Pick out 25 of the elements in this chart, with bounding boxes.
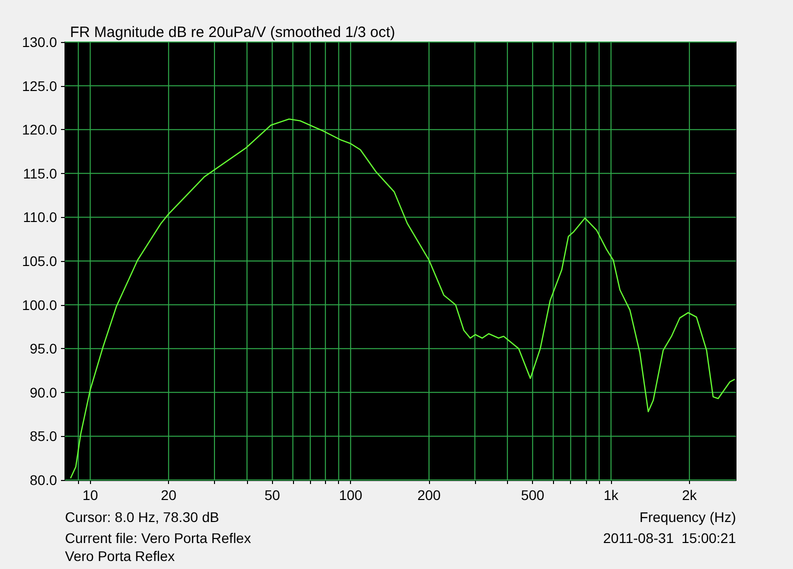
x-tick-label: 1k <box>604 487 620 503</box>
y-tick-label: 105.0 <box>22 253 58 269</box>
y-tick-label: 100.0 <box>22 296 58 313</box>
y-tick-label: 125.0 <box>22 78 58 94</box>
y-tick-label: 85.0 <box>30 428 58 444</box>
chart-title: FR Magnitude dB re 20uPa/V (smoothed 1/3 oct) <box>70 24 396 41</box>
x-tick-label: 10 <box>82 487 98 503</box>
y-tick-label: 80.0 <box>30 472 58 488</box>
x-tick-label: 2k <box>682 487 698 503</box>
x-tick-label: 200 <box>417 487 441 503</box>
y-tick-label: 110.0 <box>23 209 58 226</box>
y-tick-label: 115.0 <box>23 165 58 182</box>
y-tick-label: 90.0 <box>30 384 58 400</box>
x-tick-label: 500 <box>520 487 545 503</box>
y-tick-label: 120.0 <box>22 122 58 138</box>
text: 2011-08-31 15:00:21 <box>603 530 736 546</box>
y-tick-label: 130.0 <box>22 34 58 50</box>
y-tick-label: 95.0 <box>30 340 58 357</box>
text: Cursor: 8.0 Hz, 78.30 dB <box>65 509 220 525</box>
x-tick-label: 50 <box>264 487 280 503</box>
x-tick-label: 100 <box>338 487 363 503</box>
x-tick-label: 20 <box>160 487 177 503</box>
text: Current file: Vero Porta Reflex <box>65 530 251 546</box>
text: Vero Porta Reflex <box>65 548 175 564</box>
x-axis-title: Frequency (Hz) <box>640 509 736 525</box>
